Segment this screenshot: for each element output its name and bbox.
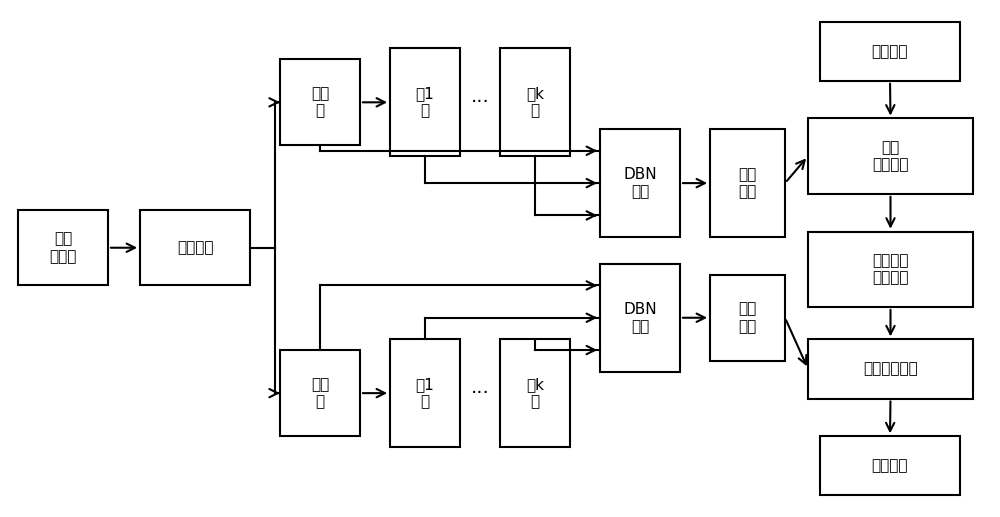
- Text: DBN
特征: DBN 特征: [623, 167, 657, 200]
- Bar: [808, 339, 973, 399]
- Text: 交叉验证: 交叉验证: [177, 240, 213, 255]
- Bar: [808, 118, 973, 194]
- Text: 测试
集: 测试 集: [311, 377, 329, 409]
- Bar: [500, 339, 570, 447]
- Text: 第k
层: 第k 层: [526, 86, 544, 118]
- Text: 第1
层: 第1 层: [416, 377, 434, 409]
- Text: 第k
层: 第k 层: [526, 377, 544, 409]
- Text: DBN
特征: DBN 特征: [623, 301, 657, 334]
- Bar: [808, 232, 973, 307]
- Bar: [710, 275, 785, 361]
- Bar: [390, 49, 460, 156]
- Bar: [600, 129, 680, 237]
- Text: 输出结果: 输出结果: [872, 459, 908, 474]
- Bar: [600, 264, 680, 372]
- Bar: [710, 129, 785, 237]
- Bar: [390, 339, 460, 447]
- Text: 新训
练集: 新训 练集: [738, 167, 757, 200]
- Text: 原始
数据集: 原始 数据集: [49, 232, 77, 264]
- Text: 训练
集: 训练 集: [311, 86, 329, 118]
- Text: 随机森林: 随机森林: [872, 43, 908, 58]
- Bar: [820, 22, 960, 81]
- Text: 训练后的
随机森林: 训练后的 随机森林: [872, 253, 909, 285]
- Bar: [280, 350, 360, 436]
- Text: 第1
层: 第1 层: [416, 86, 434, 118]
- Text: 训练
随机森林: 训练 随机森林: [872, 140, 909, 172]
- Bar: [820, 436, 960, 495]
- Bar: [140, 210, 250, 285]
- Text: ···: ···: [471, 93, 489, 112]
- Bar: [18, 210, 108, 285]
- Text: 新测
试集: 新测 试集: [738, 301, 757, 334]
- Bar: [500, 49, 570, 156]
- Bar: [280, 59, 360, 145]
- Text: ···: ···: [471, 384, 489, 403]
- Text: 随机森林测试: 随机森林测试: [863, 361, 918, 376]
